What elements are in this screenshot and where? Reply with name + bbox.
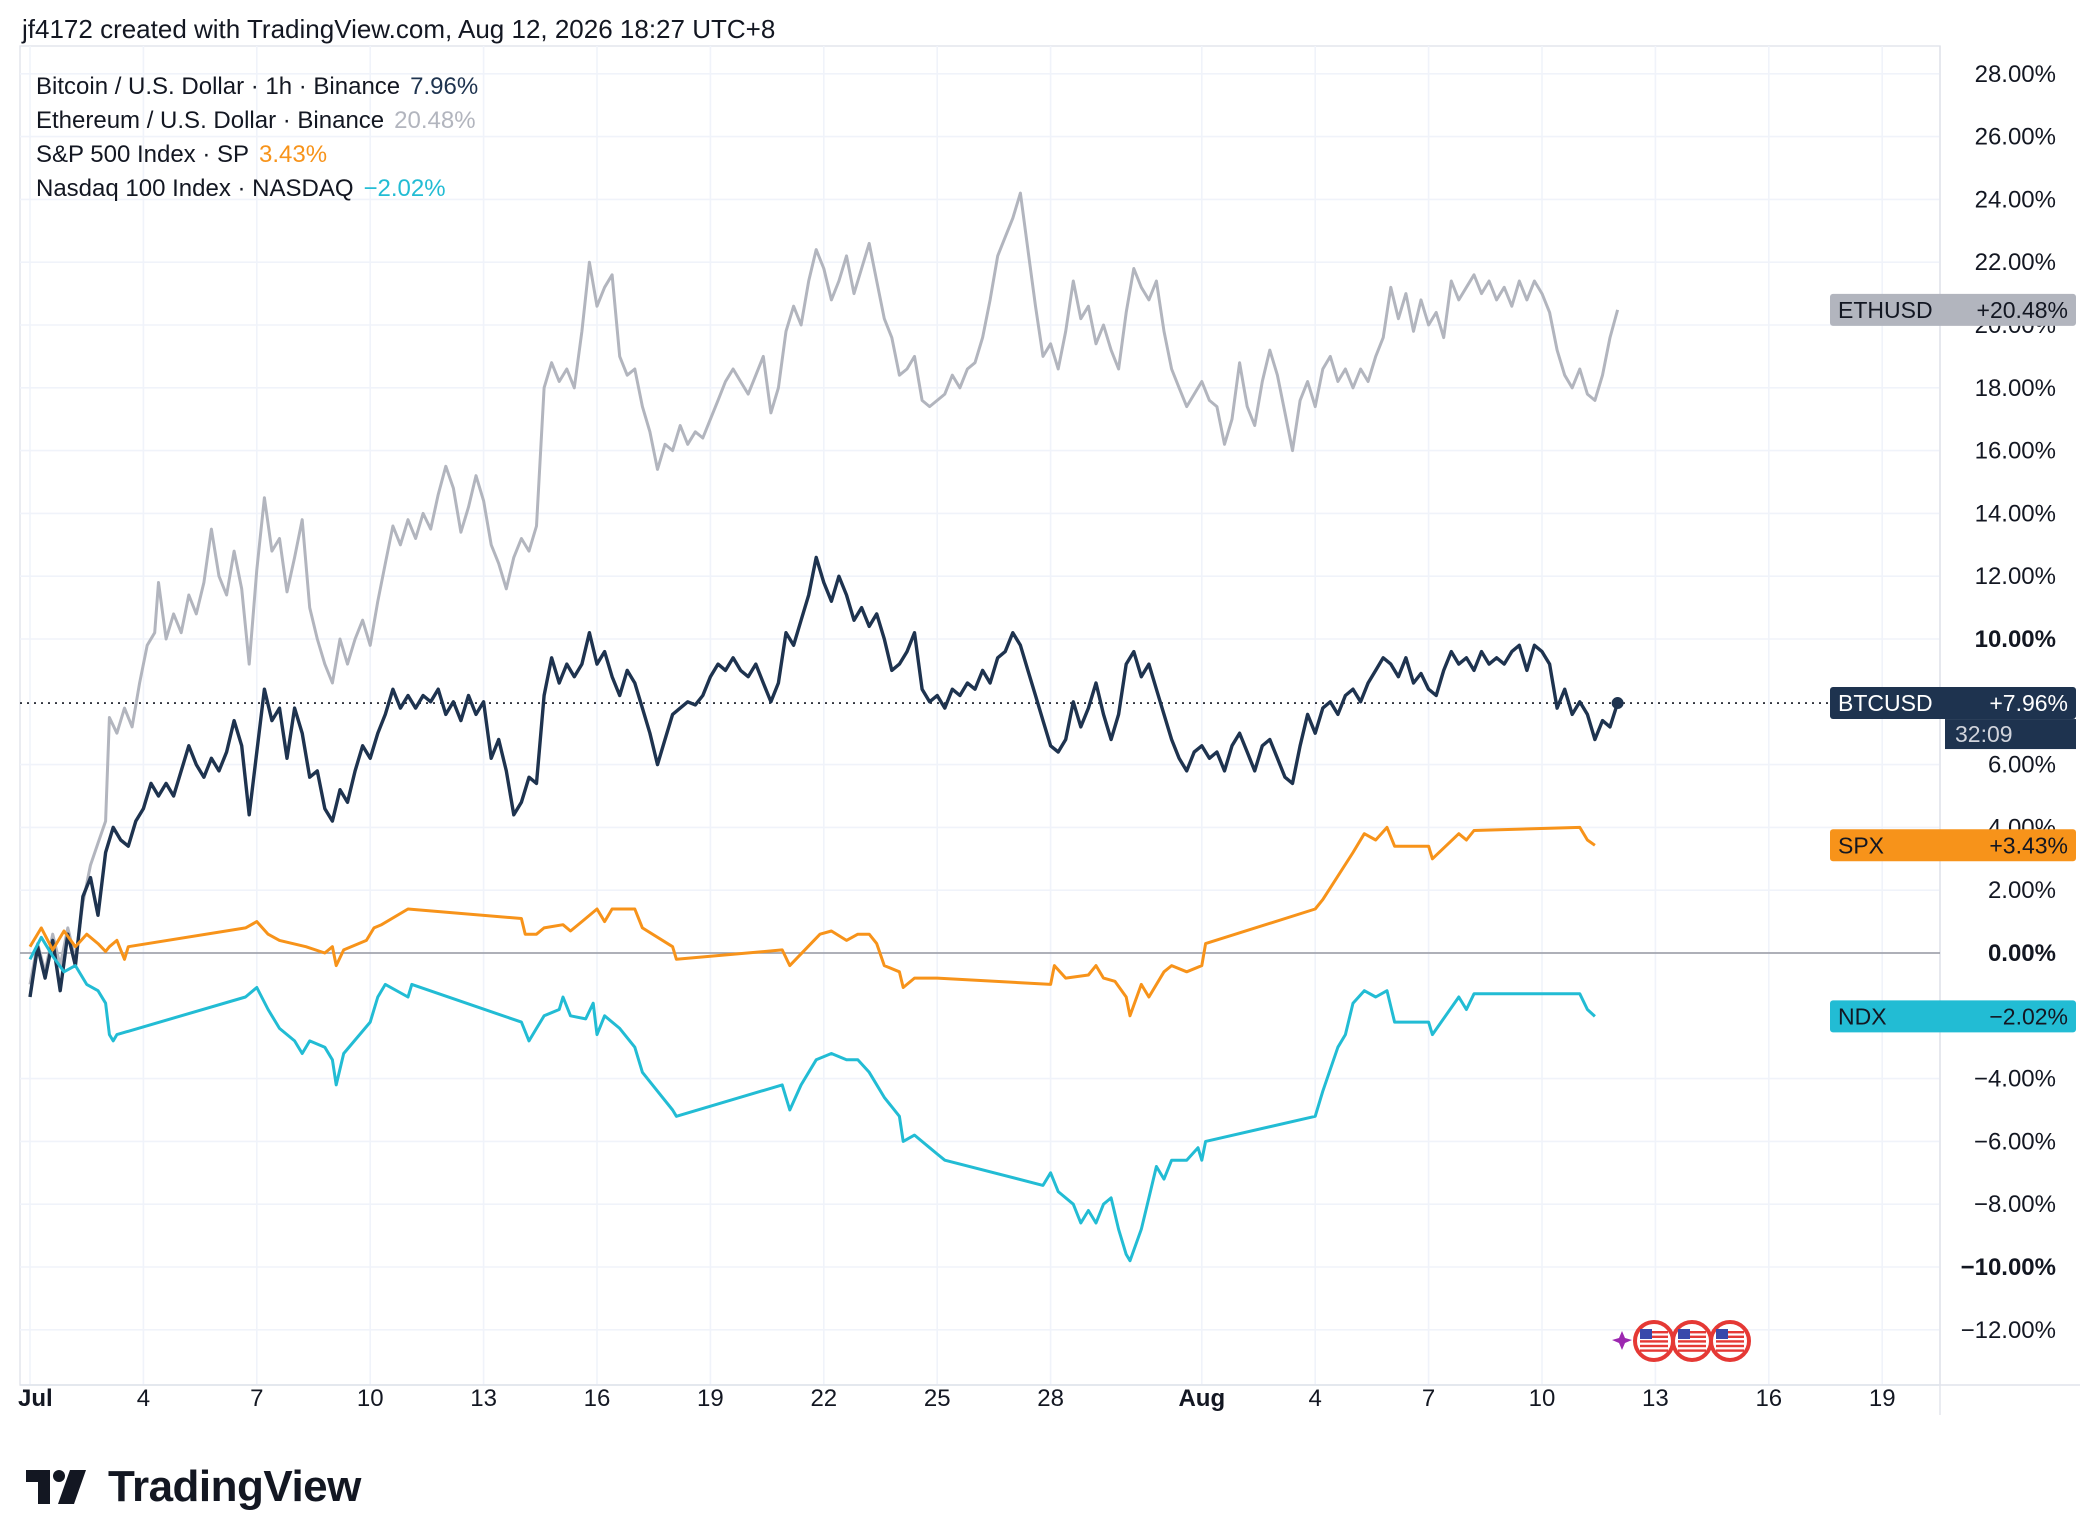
x-tick-label: 25 [924, 1385, 951, 1412]
y-tick-label: 14.00% [1975, 500, 2056, 527]
series-line-btcusd [28, 555, 1620, 998]
y-tick-label: 28.00% [1975, 61, 2056, 88]
y-axis[interactable]: 28.00%26.00%24.00%22.00%20.00%18.00%16.0… [1961, 61, 2056, 1344]
price-tag-btcusd [1830, 687, 2076, 720]
x-tick-label: 22 [810, 1385, 837, 1412]
x-axis[interactable]: Jul 4 7 10 13 16 19 22 25 28 Aug 4 7 10 13 16 19 [18, 1385, 1896, 1412]
legend-row-ndx[interactable]: Nasdaq 100 Index · NASDAQ −2.02% [36, 172, 478, 206]
legend-label: Bitcoin / U.S. Dollar · 1h · Binance [36, 73, 401, 100]
legend-value: 7.96% [410, 73, 479, 100]
y-tick-label: 26.00% [1975, 124, 2056, 151]
us-flag-event-icon[interactable] [1709, 1320, 1751, 1362]
x-tick-label: 10 [357, 1385, 384, 1412]
price-tag-value: +20.48% [1977, 297, 2068, 323]
legend-row-spx[interactable]: S&P 500 Index · SP 3.43% [36, 138, 478, 172]
x-tick-label: 16 [1755, 1385, 1782, 1412]
x-tick-label: 13 [1642, 1385, 1669, 1412]
price-tag-value: +7.96% [1989, 690, 2068, 716]
price-tag-ndx [1830, 1000, 2076, 1033]
tradingview-logo-text: TradingView [108, 1462, 361, 1511]
legend-value: −2.02% [363, 175, 446, 202]
x-tick-label: 4 [1309, 1385, 1322, 1412]
y-tick-label: 10.00% [1975, 626, 2056, 653]
legend-label: Ethereum / U.S. Dollar · Binance [36, 107, 385, 134]
grid [19, 45, 2080, 1415]
legend-row-ethusd[interactable]: Ethereum / U.S. Dollar · Binance 20.48% [36, 104, 478, 138]
x-tick-label: 28 [1037, 1385, 1064, 1412]
price-tag-symbol: NDX [1838, 1003, 1887, 1029]
header-created-text: jf4172 created with TradingView.com, Aug… [22, 14, 776, 44]
x-tick-label: 4 [137, 1385, 150, 1412]
y-tick-label: −12.00% [1961, 1317, 2056, 1344]
price-tag-countdown-box [1945, 719, 2076, 750]
legend-value: 3.43% [259, 141, 328, 168]
tradingview-logo[interactable]: TradingView [26, 1462, 361, 1512]
x-tick-label: 19 [1869, 1385, 1896, 1412]
price-tags: ETHUSD +20.48% BTCUSD +7.96% 32:09 SPX +3.43% N… [1830, 293, 2076, 1033]
legend: Bitcoin / U.S. Dollar · 1h · Binance 7.96… [36, 70, 478, 206]
y-tick-label: −8.00% [1974, 1191, 2056, 1218]
y-tick-label: 0.00% [1988, 940, 2056, 967]
price-tag-symbol: BTCUSD [1838, 690, 1933, 716]
price-tag-countdown: 32:09 [1955, 721, 2013, 747]
legend-row-btcusd[interactable]: Bitcoin / U.S. Dollar · 1h · Binance 7.96… [36, 70, 478, 104]
y-tick-label: 6.00% [1988, 752, 2056, 779]
y-tick-label: −4.00% [1974, 1066, 2056, 1093]
series-group [28, 191, 1624, 1263]
y-tick-label: 12.00% [1975, 563, 2056, 590]
x-tick-label: Jul [18, 1385, 53, 1412]
series-line-spx [28, 825, 1596, 1018]
price-tag-symbol: SPX [1838, 832, 1884, 858]
x-tick-label: 10 [1529, 1385, 1556, 1412]
y-tick-label: 24.00% [1975, 186, 2056, 213]
event-markers[interactable] [1612, 1320, 1751, 1362]
x-tick-label: 16 [584, 1385, 611, 1412]
y-tick-label: −10.00% [1961, 1254, 2056, 1281]
tradingview-logo-icon [26, 1470, 86, 1504]
x-tick-label: 13 [470, 1385, 497, 1412]
x-tick-label: Aug [1178, 1385, 1225, 1412]
x-tick-label: 7 [1422, 1385, 1435, 1412]
legend-value: 20.48% [394, 107, 476, 134]
x-tick-label: 7 [250, 1385, 263, 1412]
price-tag-value: +3.43% [1989, 832, 2068, 858]
price-tag-spx [1830, 829, 2076, 862]
y-tick-label: 22.00% [1975, 249, 2056, 276]
price-tag-value: −2.02% [1989, 1003, 2068, 1029]
sparkle-icon [1612, 1331, 1632, 1350]
series-line-ndx [28, 935, 1596, 1263]
btc-last-point [1611, 697, 1624, 710]
price-tag-symbol: ETHUSD [1838, 297, 1933, 323]
x-tick-label: 19 [697, 1385, 724, 1412]
y-tick-label: 2.00% [1988, 877, 2056, 904]
y-tick-label: −6.00% [1974, 1128, 2056, 1155]
y-tick-label: 18.00% [1975, 375, 2056, 402]
y-tick-label: 16.00% [1975, 438, 2056, 465]
legend-label: Nasdaq 100 Index · NASDAQ [36, 175, 354, 202]
plot-frame [19, 45, 1941, 1386]
us-flag-event-icon[interactable] [1671, 1320, 1713, 1362]
price-tag-ethusd [1830, 293, 2076, 326]
us-flag-event-icon[interactable] [1633, 1320, 1675, 1362]
legend-label: S&P 500 Index · SP [36, 141, 250, 168]
series-line-ethusd [28, 191, 1620, 985]
